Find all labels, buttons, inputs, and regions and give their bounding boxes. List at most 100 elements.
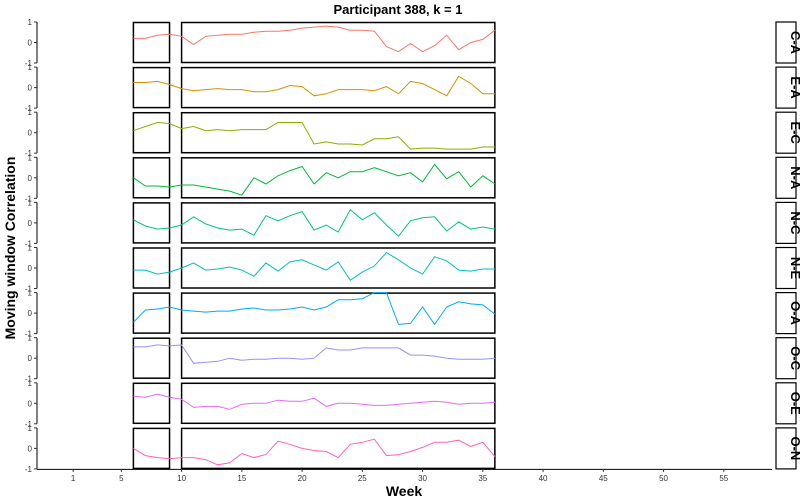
y-tick-label: 0: [28, 84, 33, 93]
y-tick-label: -1: [25, 239, 33, 248]
strip-label: E-A: [788, 76, 800, 99]
window-box: [180, 247, 496, 289]
window-box: [132, 111, 171, 154]
window-box: [132, 21, 171, 64]
series-line-e-a: [133, 75, 495, 97]
x-tick-label: 35: [478, 474, 487, 483]
y-tick-label: -1: [25, 104, 33, 113]
strip-box: [775, 66, 797, 109]
x-tick-label: 30: [418, 474, 427, 483]
series-line-o-a: [133, 292, 496, 326]
y-tick-label: 1: [28, 424, 33, 433]
window-box: [180, 427, 496, 470]
y-tick-label: 1: [28, 63, 33, 72]
window-box: [180, 111, 496, 154]
window-box: [132, 66, 171, 109]
facet-panel-n-a: -1 0 1 N-A: [25, 153, 800, 203]
strip-box: [775, 246, 797, 290]
y-tick-label: -1: [25, 194, 33, 203]
series-line-o-e: [133, 393, 495, 410]
window-box: [180, 157, 496, 199]
strip-label: C-A: [788, 31, 800, 55]
window-box: [180, 382, 496, 425]
y-tick-label: 1: [28, 334, 33, 343]
series-line-c-a: [133, 25, 496, 53]
y-tick-label: 0: [28, 264, 33, 273]
x-tick-label: 20: [298, 474, 307, 483]
window-box: [180, 66, 496, 109]
window-box: [132, 202, 171, 244]
facet-panel-n-e: -1 0 1 N-E: [25, 244, 800, 294]
y-tick-label: -1: [25, 420, 33, 429]
x-axis-title: Week: [386, 483, 423, 499]
strip-box: [775, 382, 797, 425]
y-tick-label: -1: [25, 285, 33, 294]
series-line-e-c: [133, 121, 495, 150]
y-tick-label: 1: [28, 244, 33, 253]
y-tick-label: -1: [25, 59, 33, 68]
y-tick-label: 0: [28, 174, 33, 183]
window-box: [132, 427, 171, 470]
y-axis-title: Moving window Correlation: [2, 157, 18, 340]
window-box: [132, 157, 171, 199]
facet-panel-o-c: -1 0 1 O-C: [25, 334, 800, 384]
facet-panel-n-c: -1 0 1 N-C: [25, 198, 800, 248]
window-box: [132, 292, 171, 334]
facet-panel-o-e: -1 0 1 O-E: [25, 379, 800, 429]
y-tick-label: -1: [25, 330, 33, 339]
x-tick-label: 10: [177, 474, 186, 483]
y-tick-label: 1: [28, 289, 33, 298]
window-box: [132, 382, 171, 425]
x-tick-label: 25: [358, 474, 367, 483]
x-tick-label: 50: [659, 474, 668, 483]
strip-box: [775, 201, 797, 244]
x-tick-label: 40: [539, 474, 548, 483]
facet-panel-e-c: -1 0 1 E-C: [25, 108, 800, 158]
y-tick-label: -1: [25, 149, 33, 158]
series-line-o-n: [133, 438, 496, 466]
y-tick-label: 1: [28, 153, 33, 162]
strip-label: O-N: [788, 436, 800, 460]
window-box: [180, 292, 496, 334]
x-tick-label: 45: [599, 474, 608, 483]
strip-box: [775, 292, 797, 335]
facet-panel-o-n: -1 0 1 O-N: [25, 424, 800, 474]
x-tick-label: 15: [237, 474, 246, 483]
y-tick-label: 0: [28, 39, 33, 48]
strip-label: N-E: [788, 257, 800, 280]
y-tick-label: 1: [28, 379, 33, 388]
strip-box: [775, 156, 797, 199]
y-tick-label: 1: [28, 18, 33, 27]
window-box: [180, 202, 496, 244]
facet-panel-e-a: -1 0 1 E-A: [25, 63, 800, 113]
y-tick-label: 0: [28, 399, 33, 408]
strip-label: O-A: [788, 301, 800, 325]
y-tick-label: 0: [28, 354, 33, 363]
strip-label: E-C: [788, 122, 800, 145]
series-line-o-c: [133, 344, 495, 364]
chart-title: Participant 388, k = 1: [334, 2, 463, 17]
window-box: [132, 247, 171, 289]
strip-label: N-A: [788, 166, 800, 190]
y-tick-label: 1: [28, 108, 33, 117]
facet-panel-o-a: -1 0 1 O-A: [25, 289, 800, 339]
facet-panels: -1 0 1 C-A -1 0 1 E-A -1 0 1 E-C -1 0 1 N-A -1 0 1 N-C -1 0 1 N…: [25, 18, 800, 474]
y-tick-label: -1: [25, 465, 33, 474]
window-box: [180, 21, 496, 64]
window-box: [132, 337, 171, 379]
x-tick-label: 1: [71, 474, 76, 483]
series-line-n-e: [133, 251, 495, 281]
facet-panel-c-a: -1 0 1 C-A: [25, 18, 800, 68]
strip-box: [775, 427, 797, 470]
x-tick-label: 5: [119, 474, 124, 483]
y-tick-label: 0: [28, 309, 33, 318]
strip-box: [775, 337, 797, 380]
x-axis: 1 5 10 15 20 25 30 35 40 45 50 55: [37, 468, 772, 483]
y-tick-label: 0: [28, 129, 33, 138]
y-tick-label: 0: [28, 444, 33, 453]
y-tick-label: -1: [25, 375, 33, 384]
strip-box: [775, 21, 797, 64]
y-tick-label: 0: [28, 219, 33, 228]
series-line-n-c: [133, 208, 495, 237]
